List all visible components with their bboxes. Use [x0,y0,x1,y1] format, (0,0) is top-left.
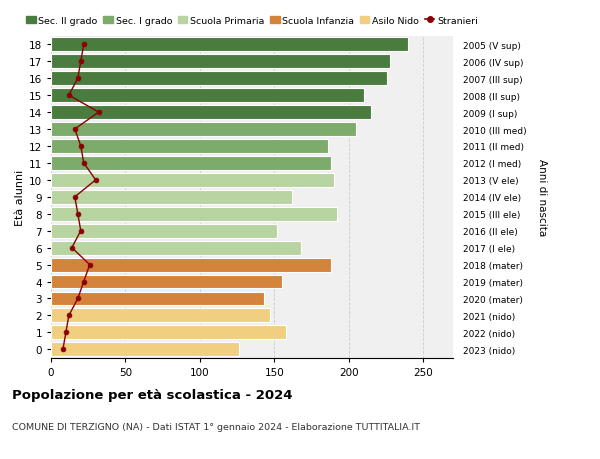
Bar [51,326,286,340]
Bar [51,224,277,238]
Y-axis label: Età alunni: Età alunni [14,169,25,225]
Bar [51,55,391,69]
Bar [51,275,282,289]
Bar [51,72,388,86]
Bar [51,207,337,221]
Bar [51,157,331,170]
Y-axis label: Anni di nascita: Anni di nascita [538,159,547,236]
Bar [51,123,356,137]
Bar [51,106,371,120]
Bar [51,258,331,272]
Bar [51,190,292,204]
Bar [51,241,301,255]
Bar [51,292,264,306]
Bar [51,38,409,52]
Legend: Sec. II grado, Sec. I grado, Scuola Primaria, Scuola Infanzia, Asilo Nido, Stran: Sec. II grado, Sec. I grado, Scuola Prim… [26,17,478,26]
Bar [51,342,239,357]
Bar [51,174,334,187]
Text: Popolazione per età scolastica - 2024: Popolazione per età scolastica - 2024 [12,388,293,401]
Bar [51,309,270,323]
Bar [51,89,364,103]
Bar [51,140,328,154]
Text: COMUNE DI TERZIGNO (NA) - Dati ISTAT 1° gennaio 2024 - Elaborazione TUTTITALIA.I: COMUNE DI TERZIGNO (NA) - Dati ISTAT 1° … [12,422,420,431]
